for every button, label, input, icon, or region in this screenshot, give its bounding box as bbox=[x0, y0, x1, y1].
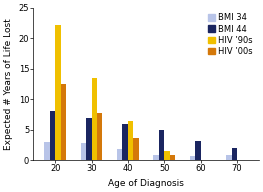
Bar bbox=[170, 155, 175, 160]
Bar bbox=[153, 155, 159, 160]
Bar bbox=[55, 25, 61, 160]
Bar bbox=[81, 143, 86, 160]
Bar bbox=[86, 118, 92, 160]
Bar bbox=[44, 142, 50, 160]
Bar bbox=[164, 151, 170, 160]
Bar bbox=[133, 137, 139, 160]
Legend: BMI 34, BMI 44, HIV ’90s, HIV ’00s: BMI 34, BMI 44, HIV ’90s, HIV ’00s bbox=[207, 12, 255, 57]
Bar bbox=[190, 156, 195, 160]
Bar bbox=[128, 121, 133, 160]
Bar bbox=[61, 84, 66, 160]
Bar bbox=[159, 130, 164, 160]
Bar bbox=[92, 78, 97, 160]
Bar bbox=[50, 111, 55, 160]
Bar bbox=[117, 149, 123, 160]
X-axis label: Age of Diagnosis: Age of Diagnosis bbox=[108, 179, 184, 188]
Bar bbox=[231, 148, 237, 160]
Bar bbox=[97, 113, 103, 160]
Bar bbox=[195, 141, 201, 160]
Bar bbox=[226, 155, 231, 160]
Bar bbox=[123, 123, 128, 160]
Y-axis label: Expected # Years of Life Lost: Expected # Years of Life Lost bbox=[4, 18, 13, 150]
